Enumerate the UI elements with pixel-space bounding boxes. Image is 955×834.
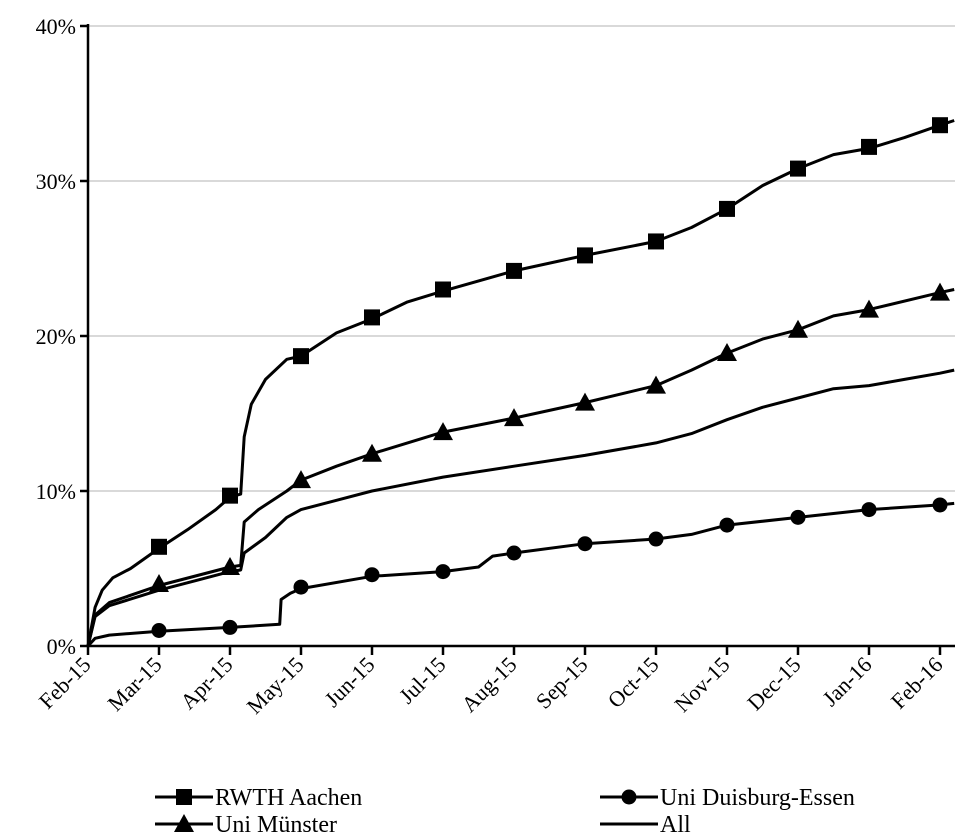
legend-label: All [660,812,691,834]
marker-rwth-aachen [293,348,309,365]
marker-uni-m-nster [930,282,950,301]
series-line-rwth-aachen [86,119,955,647]
x-tick-labels: Feb-15 Mar-15 Apr-15 May-15 Jun-15 Jul-15 Aug-… [34,652,948,719]
gridlines [88,25,955,492]
x-tick-label: Mar-15 [103,652,167,716]
marker-uni-duisburg-essen [577,536,593,552]
series-markers [149,117,950,638]
marker-uni-m-nster [149,574,169,592]
marker-uni-duisburg-essen [932,497,948,513]
marker-rwth-aachen [222,487,238,504]
marker-uni-m-nster [717,343,737,362]
marker-rwth-aachen [861,138,877,155]
marker-rwth-aachen [932,117,948,134]
legend-label: Uni Duisburg-Essen [660,785,855,811]
marker-uni-duisburg-essen [435,564,451,580]
legend-item-all: All [600,812,691,834]
marker-uni-m-nster [504,408,524,427]
y-tick-labels: 0% 10% 20% 30% 40% [36,14,76,659]
series-line-all [86,368,955,647]
marker-uni-duisburg-essen [293,579,309,595]
marker-uni-m-nster [575,392,595,411]
marker-uni-duisburg-essen [861,502,877,518]
marker-uni-m-nster [859,299,879,318]
marker-rwth-aachen [648,233,664,250]
marker-uni-duisburg-essen [222,619,238,635]
marker-uni-duisburg-essen [364,567,380,583]
marker-rwth-aachen [151,538,167,555]
x-tick-label: Jul-15 [394,652,451,709]
x-tick-label: Feb-16 [886,652,948,714]
legend-marker-circle [621,789,637,805]
marker-uni-duisburg-essen [719,517,735,533]
marker-uni-m-nster [788,319,808,338]
series-line-uni-duisburg-essen [86,501,955,648]
marker-uni-duisburg-essen [506,545,522,561]
x-tick-label: Nov-15 [669,652,734,717]
marker-uni-m-nster [220,556,240,575]
marker-uni-duisburg-essen [151,623,167,638]
x-tick-label: May-15 [242,652,309,719]
series-lines [86,119,955,648]
marker-uni-m-nster [646,375,666,394]
legend-label: RWTH Aachen [215,785,362,811]
x-tick-label: Sep-15 [531,652,593,714]
y-tick-label: 20% [36,324,76,349]
legend-marker-square [176,789,192,805]
marker-uni-m-nster [291,470,311,489]
y-tick-label: 10% [36,479,76,504]
marker-rwth-aachen [577,247,593,264]
legend-marker-triangle [174,814,194,832]
y-tick-label: 0% [47,634,76,659]
axes [80,24,955,655]
legend-item-uni-m-nster: Uni Münster [155,812,337,834]
marker-rwth-aachen [435,281,451,298]
legend-item-rwth-aachen: RWTH Aachen [155,785,362,811]
marker-rwth-aachen [506,262,522,279]
series-line-uni-m-nster [86,288,955,647]
marker-uni-duisburg-essen [648,531,664,547]
marker-rwth-aachen [790,160,806,177]
legend-item-uni-duisburg-essen: Uni Duisburg-Essen [600,785,855,811]
marker-rwth-aachen [719,200,735,217]
marker-uni-m-nster [362,443,382,462]
y-tick-label: 40% [36,14,76,39]
x-tick-label: Dec-15 [742,652,805,715]
x-tick-label: Aug-15 [456,652,521,717]
marker-uni-duisburg-essen [790,509,806,525]
x-tick-label: Oct-15 [603,652,664,713]
marker-rwth-aachen [364,309,380,326]
x-tick-label: Apr-15 [175,652,237,714]
y-tick-label: 30% [36,169,76,194]
legend-label: Uni Münster [215,812,337,834]
marker-uni-m-nster [433,422,453,441]
x-tick-label: Feb-15 [34,652,96,714]
x-tick-label: Jun-15 [320,652,380,712]
legend: RWTH Aachen Uni Duisburg-Essen Uni Münster… [155,785,855,834]
x-tick-label: Jan-16 [817,652,876,711]
